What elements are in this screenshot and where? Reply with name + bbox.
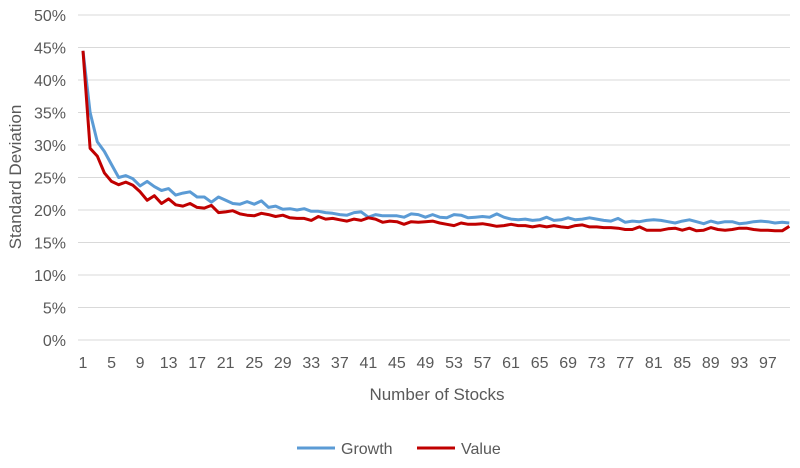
y-axis-title: Standard Deviation — [6, 105, 25, 250]
x-tick-label: 25 — [245, 355, 263, 372]
x-tick-label: 9 — [136, 355, 145, 372]
y-tick-label: 5% — [43, 301, 66, 318]
series-lines — [81, 50, 791, 233]
x-tick-label: 21 — [217, 355, 235, 372]
x-tick-label: 33 — [302, 355, 320, 372]
x-tick-label: 57 — [474, 355, 492, 372]
gridlines — [78, 14, 790, 341]
x-tick-label: 65 — [531, 355, 549, 372]
x-tick-label: 49 — [417, 355, 435, 372]
x-tick-label: 81 — [645, 355, 663, 372]
x-tick-label: 13 — [160, 355, 178, 372]
x-tick-labels: 1 5 9 13 17 21 25 29 33 37 41 45 49 53 57 61 65 69 73 77 81 8… — [79, 355, 777, 372]
y-tick-label: 15% — [34, 236, 66, 253]
x-tick-label: 53 — [445, 355, 463, 372]
x-tick-label: 73 — [588, 355, 606, 372]
x-tick-label: 29 — [274, 355, 292, 372]
legend-item-value: Value — [417, 441, 501, 458]
x-tick-label: 97 — [759, 355, 777, 372]
y-tick-label: 25% — [34, 171, 66, 188]
x-tick-label: 61 — [502, 355, 520, 372]
y-tick-label: 30% — [34, 138, 66, 155]
x-tick-label: 45 — [388, 355, 406, 372]
x-tick-label: 5 — [107, 355, 116, 372]
y-tick-label: 40% — [34, 73, 66, 90]
y-tick-label: 50% — [34, 8, 66, 25]
y-tick-label: 45% — [34, 41, 66, 58]
y-tick-label: 20% — [34, 203, 66, 220]
legend-label: Value — [461, 441, 501, 458]
x-tick-label: 77 — [616, 355, 634, 372]
x-tick-label: 85 — [673, 355, 691, 372]
y-tick-label: 35% — [34, 106, 66, 123]
legend-label: Growth — [341, 441, 393, 458]
x-tick-label: 37 — [331, 355, 349, 372]
x-axis-title: Number of Stocks — [369, 385, 504, 404]
y-tick-label: 10% — [34, 268, 66, 285]
y-tick-labels: 0% 5% 10% 15% 20% 25% 30% 35% 40% 45% 50% — [34, 8, 66, 350]
x-tick-label: 17 — [188, 355, 206, 372]
legend: Growth Value — [297, 441, 501, 458]
legend-item-growth: Growth — [297, 441, 393, 458]
y-tick-label: 0% — [43, 333, 66, 350]
x-tick-label: 93 — [730, 355, 748, 372]
series-line-value — [81, 50, 791, 233]
x-tick-label: 41 — [359, 355, 377, 372]
series-line-growth — [81, 50, 790, 226]
x-tick-label: 1 — [79, 355, 88, 372]
x-tick-label: 89 — [702, 355, 720, 372]
x-tick-label: 69 — [559, 355, 577, 372]
